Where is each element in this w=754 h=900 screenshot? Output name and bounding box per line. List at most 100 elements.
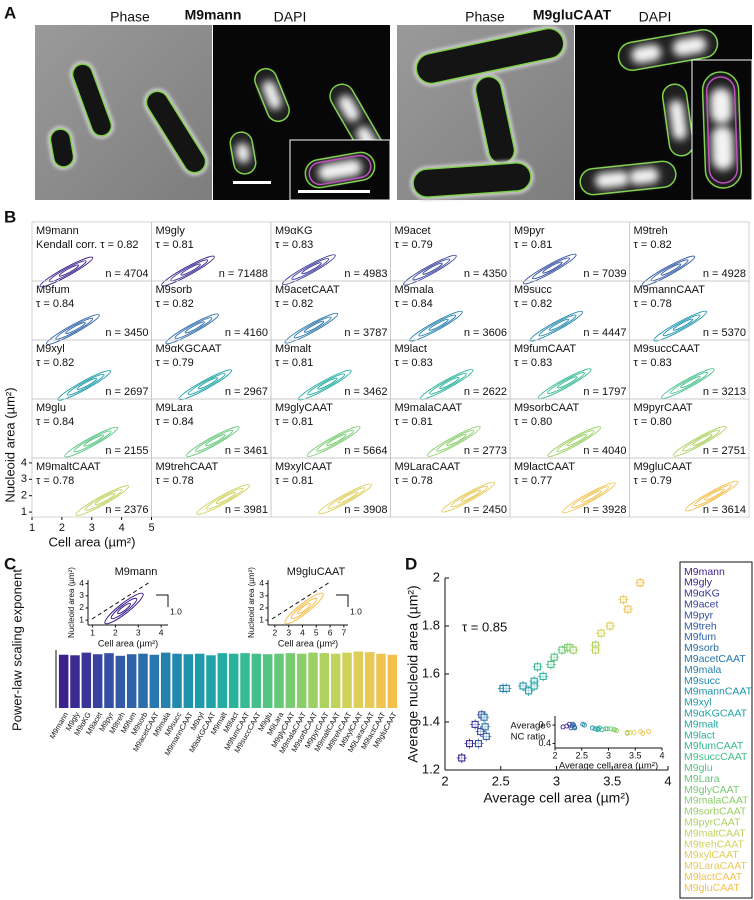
bar <box>319 653 330 708</box>
inset-tick-label: 4 <box>659 750 664 760</box>
tau-label: τ = 0.81 <box>395 416 433 428</box>
bar <box>296 653 307 708</box>
bar <box>376 653 386 708</box>
legend-entry: M9sorb <box>684 642 719 654</box>
contour <box>680 376 701 389</box>
slope-label: 1.0 <box>170 606 182 616</box>
legend-entry: M9αKG <box>684 588 720 600</box>
n-label: n = 4350 <box>464 268 507 280</box>
contour <box>441 481 496 513</box>
n-label: n = 3213 <box>703 386 746 398</box>
tau-label: τ = 0.82 <box>156 298 194 310</box>
contour <box>418 314 457 337</box>
contour <box>409 310 463 342</box>
scale-bar <box>298 190 370 193</box>
contour <box>170 259 209 282</box>
inset-point <box>590 725 595 731</box>
panel-label: B <box>4 207 16 226</box>
point <box>482 732 490 740</box>
x-tick-label: 5 <box>148 522 154 534</box>
tau-label: τ = 0.82 <box>514 298 552 310</box>
y-tick-label: 3 <box>21 473 27 485</box>
inset-title: M9mann <box>115 566 158 578</box>
condition-name: M9fum <box>36 284 70 296</box>
bar <box>342 652 352 708</box>
bar <box>194 653 205 708</box>
inset-tick-label: 1 <box>259 614 264 624</box>
phase-image <box>35 25 212 200</box>
n-label: n = 2450 <box>464 504 507 516</box>
legend-entry: M9gly <box>684 577 713 589</box>
contour <box>307 373 346 396</box>
tau-label: τ = 0.79 <box>395 239 433 251</box>
legend-entry: M9xylCAAT <box>684 849 739 861</box>
contour <box>205 487 244 510</box>
contour <box>650 259 689 282</box>
x-tick-label: 3.5 <box>603 773 621 788</box>
inset-tick-label: 2.5 <box>575 750 588 760</box>
condition-name: M9LaraCAAT <box>395 461 461 473</box>
n-label: n = 2967 <box>225 386 268 398</box>
tau-label: τ = 0.83 <box>275 239 313 251</box>
contour <box>65 322 86 335</box>
tau-label: τ = 0.84 <box>156 416 194 428</box>
x-axis-label: Cell area (µm²) <box>49 534 136 549</box>
point <box>606 622 614 630</box>
contour <box>412 258 451 281</box>
condition-name: M9gly <box>156 225 186 237</box>
legend-entry: M9pyr <box>684 609 714 621</box>
contour <box>670 371 708 394</box>
cell <box>710 88 733 125</box>
tau-label: τ = 0.83 <box>634 357 672 369</box>
tau-label: τ = 0.81 <box>275 416 313 428</box>
tau-label: τ = 0.83 <box>514 357 552 369</box>
inset-point <box>603 726 609 732</box>
bar <box>115 655 126 708</box>
legend-entry: M9treh <box>684 620 717 632</box>
slope-mark <box>336 594 349 607</box>
n-label: n = 4983 <box>344 268 387 280</box>
point <box>591 646 600 654</box>
cells <box>47 25 753 201</box>
contour <box>73 430 112 453</box>
contour <box>58 264 80 277</box>
contour <box>197 377 219 390</box>
condition-name: M9pyr <box>514 225 545 237</box>
contour <box>110 597 138 620</box>
cell <box>669 100 687 140</box>
contour <box>547 426 602 457</box>
bar <box>262 654 273 708</box>
n-label: n = 4160 <box>225 327 268 339</box>
n-label: n = 3787 <box>344 327 387 339</box>
bar <box>353 651 364 708</box>
legend-entry: M9xyl <box>684 697 711 709</box>
tau-label: τ = 0.81 <box>275 357 313 369</box>
point <box>480 713 488 721</box>
scale-bar <box>233 181 271 184</box>
bar <box>364 652 375 708</box>
inset-point <box>631 730 637 735</box>
tau-label: Kendall corr. τ = 0.82 <box>36 239 139 251</box>
x-tick-label: 1 <box>29 522 35 534</box>
bar <box>206 655 216 708</box>
condition-name: M9glu <box>36 402 66 414</box>
contour <box>57 370 112 401</box>
contour <box>547 372 585 394</box>
n-label: n = 3928 <box>583 504 626 516</box>
contour <box>537 368 592 400</box>
contour <box>48 260 87 283</box>
bar <box>308 652 318 708</box>
n-label: n = 1797 <box>583 386 626 398</box>
legend-entry: M9lactCAAT <box>684 871 743 883</box>
inset-point <box>592 726 598 732</box>
legend-entry: M9trehCAAT <box>684 838 744 850</box>
x-tick-label: 2 <box>441 773 448 788</box>
y-tick-label: 1.6 <box>422 665 440 680</box>
contour <box>282 254 336 286</box>
inset-tick-label: 7 <box>341 627 346 637</box>
y-tick-label: 2 <box>433 569 440 584</box>
condition-name: M9αKGCAAT <box>156 343 222 355</box>
contour <box>84 489 123 511</box>
contour <box>39 256 94 288</box>
contour <box>83 434 104 447</box>
